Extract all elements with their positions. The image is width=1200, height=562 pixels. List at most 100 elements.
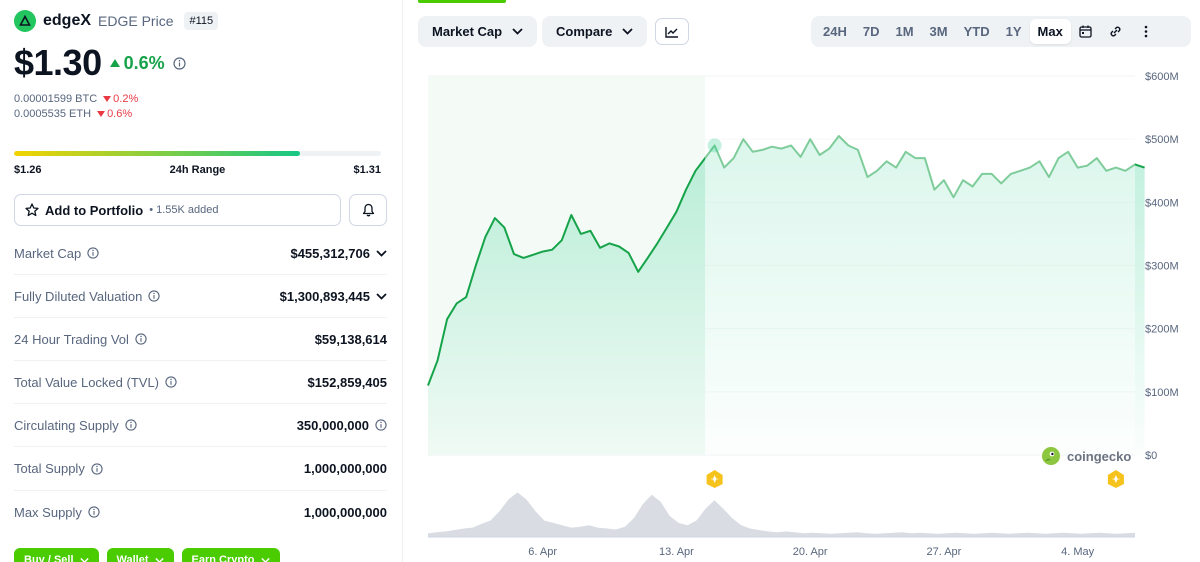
stat-value: $455,312,706 <box>290 246 387 261</box>
bell-icon <box>362 203 374 217</box>
range-ytd-button[interactable]: YTD <box>963 24 990 39</box>
chevron-down-icon <box>79 557 89 562</box>
bottom-action-label: Earn Crypto <box>191 554 255 562</box>
y-tick-label: $600M <box>1145 71 1179 83</box>
add-to-portfolio-button[interactable]: Add to Portfolio • 1.55K added <box>14 194 341 226</box>
x-tick-label: 4. May <box>1061 546 1095 558</box>
metric-dropdown-label: Market Cap <box>432 24 503 39</box>
stat-label: Fully Diluted Valuation <box>14 289 161 304</box>
info-icon[interactable] <box>88 506 100 518</box>
y-tick-label: $400M <box>1145 197 1179 209</box>
y-tick-label: $300M <box>1145 261 1179 273</box>
hover-point-halo <box>707 138 722 153</box>
caret-down-icon <box>103 96 112 102</box>
date-range-button[interactable] <box>1071 19 1101 44</box>
btc-change: 0.2% <box>103 93 138 105</box>
stat-value-text: 1,000,000,000 <box>303 504 387 520</box>
active-tab-indicator <box>418 0 506 3</box>
btc-price-row: 0.00001599 BTC 0.2% <box>14 93 138 105</box>
chevron-down-icon <box>376 249 387 257</box>
info-icon[interactable] <box>148 290 161 302</box>
price-row: $1.30 0.6% <box>14 42 186 84</box>
eth-change: 0.6% <box>97 108 132 120</box>
stat-label: Market Cap <box>14 246 99 261</box>
star-icon <box>25 203 39 217</box>
line-chart-icon <box>665 26 678 38</box>
chart-type-button[interactable] <box>655 18 689 45</box>
range-max-button[interactable]: Max <box>1029 19 1071 44</box>
range-3m-button[interactable]: 3M <box>929 24 948 39</box>
stat-value: $152,859,405 <box>307 375 387 390</box>
24h-range-bar <box>14 151 381 156</box>
info-icon[interactable] <box>135 333 147 345</box>
stat-value: $1,300,893,445 <box>280 289 387 304</box>
stat-value: 1,000,000,000 <box>304 461 387 476</box>
stats-table: Market Cap $455,312,706 Fully Diluted Valu… <box>14 232 387 534</box>
chevron-down-icon <box>260 557 270 562</box>
current-price: $1.30 <box>14 42 102 83</box>
edgex-logo-icon <box>14 10 36 32</box>
y-tick-label: $500M <box>1145 134 1179 146</box>
range-7d-button[interactable]: 7D <box>862 24 880 39</box>
stat-label: 24 Hour Trading Vol <box>14 332 147 347</box>
x-tick-label: 13. Apr <box>659 546 694 558</box>
stat-value-text: $455,312,706 <box>290 245 370 261</box>
range-1y-button[interactable]: 1Y <box>1005 24 1022 39</box>
price-alert-button[interactable] <box>349 194 387 226</box>
chevron-down-icon <box>376 293 387 300</box>
24h-range-labels: $1.26 24h Range $1.31 <box>14 164 381 176</box>
x-tick-label: 27. Apr <box>926 546 961 558</box>
panel-divider <box>402 0 403 562</box>
stat-label: Total Supply <box>14 461 103 476</box>
stat-row: Max Supply 1,000,000,000 <box>14 491 387 534</box>
x-tick-label: 6. Apr <box>528 546 557 558</box>
stat-value-text: 350,000,000 <box>296 417 369 433</box>
caret-down-icon <box>97 111 106 117</box>
price-change: 0.6% <box>109 53 165 74</box>
stat-row: Total Value Locked (TVL) $152,859,405 <box>14 361 387 405</box>
metric-dropdown[interactable]: Market Cap <box>418 16 538 47</box>
share-link-button[interactable] <box>1101 19 1131 44</box>
time-range-selector: 24H 7D 1M 3M YTD 1Y Max <box>811 16 1191 47</box>
link-icon <box>1110 26 1121 37</box>
volume-navigator <box>428 492 1135 537</box>
stat-row[interactable]: Market Cap $455,312,706 <box>14 232 387 276</box>
bottom-action-label: Buy / Sell <box>24 554 74 562</box>
info-icon[interactable] <box>87 247 99 259</box>
stat-row[interactable]: Fully Diluted Valuation $1,300,893,445 <box>14 275 387 319</box>
range-label: 24h Range <box>169 164 226 176</box>
info-icon[interactable] <box>375 419 387 432</box>
stat-label-text: Total Supply <box>14 461 85 477</box>
event-marker-icon[interactable] <box>706 470 723 488</box>
caret-up-icon <box>109 59 120 67</box>
calendar-icon <box>1079 25 1092 38</box>
price-line <box>427 135 1145 386</box>
compare-dropdown[interactable]: Compare <box>542 16 648 47</box>
y-tick-label: $0 <box>1145 450 1157 462</box>
portfolio-added-count: • 1.55K added <box>149 204 219 216</box>
chevron-down-icon <box>154 557 164 562</box>
stat-row: Circulating Supply 350,000,000 <box>14 404 387 448</box>
btc-change-value: 0.2% <box>113 93 139 105</box>
info-icon[interactable] <box>125 419 137 432</box>
bottom-action-button[interactable]: Buy / Sell <box>14 548 99 562</box>
coin-name: edgeX <box>43 12 92 29</box>
range-high: $1.31 <box>353 164 381 176</box>
range-24h-button[interactable]: 24H <box>823 24 847 39</box>
range-1m-button[interactable]: 1M <box>895 24 914 39</box>
info-icon[interactable] <box>165 376 177 388</box>
info-icon[interactable] <box>173 56 186 70</box>
info-icon[interactable] <box>91 462 103 475</box>
fade-overlay <box>705 76 1135 455</box>
more-options-button[interactable] <box>1131 19 1161 44</box>
stat-label: Max Supply <box>14 505 100 520</box>
bottom-action-button[interactable]: Wallet <box>106 548 174 562</box>
stat-label-text: Circulating Supply <box>14 417 119 433</box>
bottom-action-button[interactable]: Earn Crypto <box>181 548 280 562</box>
stat-value: 1,000,000,000 <box>304 505 387 520</box>
stat-label-text: Max Supply <box>14 504 82 520</box>
watermark-text: coingecko <box>1067 448 1132 464</box>
event-marker-icon[interactable] <box>1107 470 1124 488</box>
chart-panel: Market Cap Compare 24H 7D 1M 3M YTD 1Y Max $0 $… <box>403 0 1200 562</box>
stat-value: 350,000,000 <box>297 418 387 433</box>
